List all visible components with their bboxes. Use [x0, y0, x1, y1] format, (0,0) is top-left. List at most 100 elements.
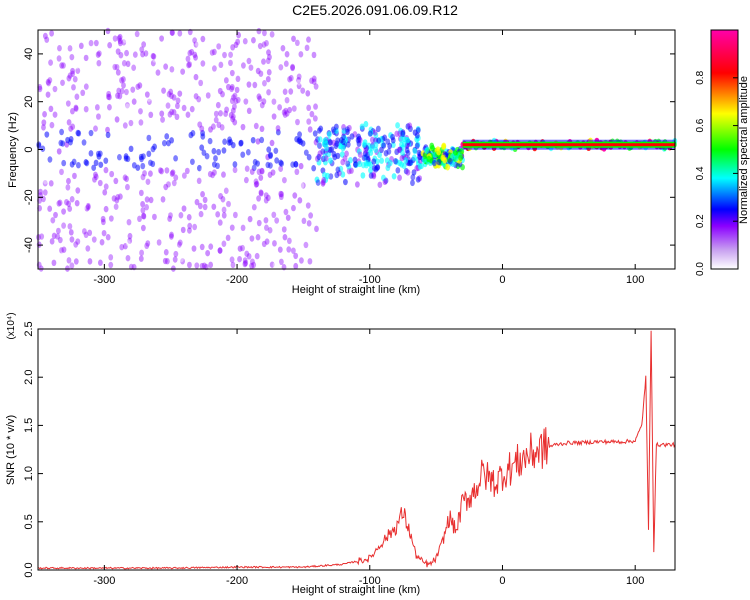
heatmap-cell — [313, 83, 319, 90]
heatmap-cell — [325, 172, 330, 180]
heatmap-cell — [177, 30, 183, 37]
heatmap-cell — [316, 159, 322, 166]
heatmap-cell — [232, 211, 238, 219]
heatmap-cell — [102, 189, 108, 196]
heatmap-cell — [375, 125, 381, 133]
heatmap-cell — [242, 126, 247, 134]
heatmap-cell — [357, 160, 363, 168]
heatmap-cell — [213, 155, 218, 162]
heatmap-cell — [69, 236, 75, 243]
heatmap-cell — [317, 136, 323, 143]
heatmap-cell — [299, 182, 305, 189]
heatmap-cell — [382, 134, 388, 141]
heatmap-cell — [263, 192, 269, 199]
heatmap-cell — [124, 103, 130, 110]
heatmap-cell — [199, 125, 205, 132]
heatmap-cell — [278, 159, 284, 166]
heatmap-cell — [226, 83, 231, 91]
heatmap-cell — [217, 247, 223, 254]
heatmap-cell — [256, 219, 262, 227]
heatmap-cell — [59, 128, 64, 136]
heatmap-cell — [37, 85, 43, 93]
heatmap-cell — [56, 55, 62, 62]
heatmap-cell — [70, 67, 75, 75]
heatmap-cell — [116, 87, 122, 95]
heatmap-cell — [57, 45, 62, 52]
heatmap-cell — [217, 219, 223, 226]
heatmap-cell — [55, 233, 61, 240]
heatmap-cell — [144, 196, 150, 203]
heatmap-cell — [73, 258, 79, 265]
heatmap-cell — [83, 54, 89, 62]
heatmap-cell — [64, 198, 69, 206]
heatmap-cell — [391, 173, 397, 180]
heatmap-cell — [138, 108, 143, 115]
heatmap-cell — [278, 190, 284, 198]
heatmap-cell — [148, 111, 154, 119]
heatmap-cell — [114, 63, 120, 71]
heatmap-cell — [148, 196, 154, 204]
heatmap-cell — [45, 78, 51, 86]
heatmap-cell — [185, 111, 191, 118]
heatmap-cell — [261, 240, 267, 248]
heatmap-cell — [144, 242, 150, 250]
heatmap-cell — [155, 69, 161, 76]
heatmap-cell — [103, 205, 109, 213]
heatmap-cell — [447, 157, 453, 165]
heatmap-cell — [105, 131, 111, 139]
heatmap-cell — [257, 95, 263, 102]
heatmap-cell — [169, 66, 175, 73]
heatmap-cell — [132, 51, 138, 58]
heatmap-cell — [221, 206, 227, 214]
bottom-y-multiplier: (x10⁴) — [6, 312, 17, 339]
heatmap-cell — [189, 105, 195, 113]
heatmap-cell — [368, 167, 373, 174]
heatmap-cell — [131, 98, 137, 105]
heatmap-cell — [403, 167, 409, 175]
heatmap-cell — [51, 55, 57, 63]
heatmap-cell — [247, 215, 253, 223]
heatmap-cell — [111, 195, 117, 202]
heatmap-cell — [297, 131, 302, 138]
heatmap-cell — [83, 231, 89, 239]
heatmap-cell — [208, 261, 214, 269]
heatmap-cell — [170, 46, 176, 54]
heatmap-cell — [244, 52, 250, 59]
heatmap-cell — [127, 237, 133, 244]
bottom-x-ticks: -300 -200 -100 0 100 — [93, 329, 644, 587]
heatmap-cell — [278, 165, 284, 172]
heatmap-cell — [135, 83, 141, 90]
heatmap-cell — [278, 193, 284, 201]
heatmap-cell — [333, 123, 339, 130]
heatmap-cell — [159, 168, 164, 175]
heatmap-cell — [205, 249, 211, 257]
heatmap-cell — [91, 236, 97, 243]
colorbar-ticks: 0.0 0.2 0.4 0.6 0.8 — [695, 70, 738, 276]
heatmap-cell — [259, 167, 265, 175]
heatmap-cell — [48, 180, 54, 187]
heatmap-cell — [160, 116, 165, 123]
heatmap-cell — [255, 67, 261, 75]
heatmap-cell — [185, 55, 191, 63]
heatmap-cell — [355, 137, 361, 144]
heatmap-cell — [311, 165, 317, 172]
heatmap-cell — [282, 234, 288, 241]
heatmap-cell — [242, 257, 248, 264]
heatmap-cell — [61, 222, 67, 229]
heatmap-cell — [140, 224, 146, 232]
heatmap-cell — [145, 240, 151, 247]
heatmap-cell — [250, 258, 255, 265]
heatmap-cell — [414, 142, 420, 150]
heatmap-cell — [369, 136, 375, 144]
heatmap-cell — [254, 252, 260, 260]
heatmap-cell — [44, 36, 50, 43]
heatmap-cell — [171, 109, 177, 116]
heatmap-cell — [265, 75, 271, 83]
heatmap-cell — [266, 49, 271, 56]
heatmap-cell — [137, 82, 143, 89]
heatmap-cell — [258, 174, 264, 181]
heatmap-cell — [75, 238, 81, 245]
heatmap-cell — [311, 51, 317, 59]
heatmap-cell — [265, 57, 271, 65]
